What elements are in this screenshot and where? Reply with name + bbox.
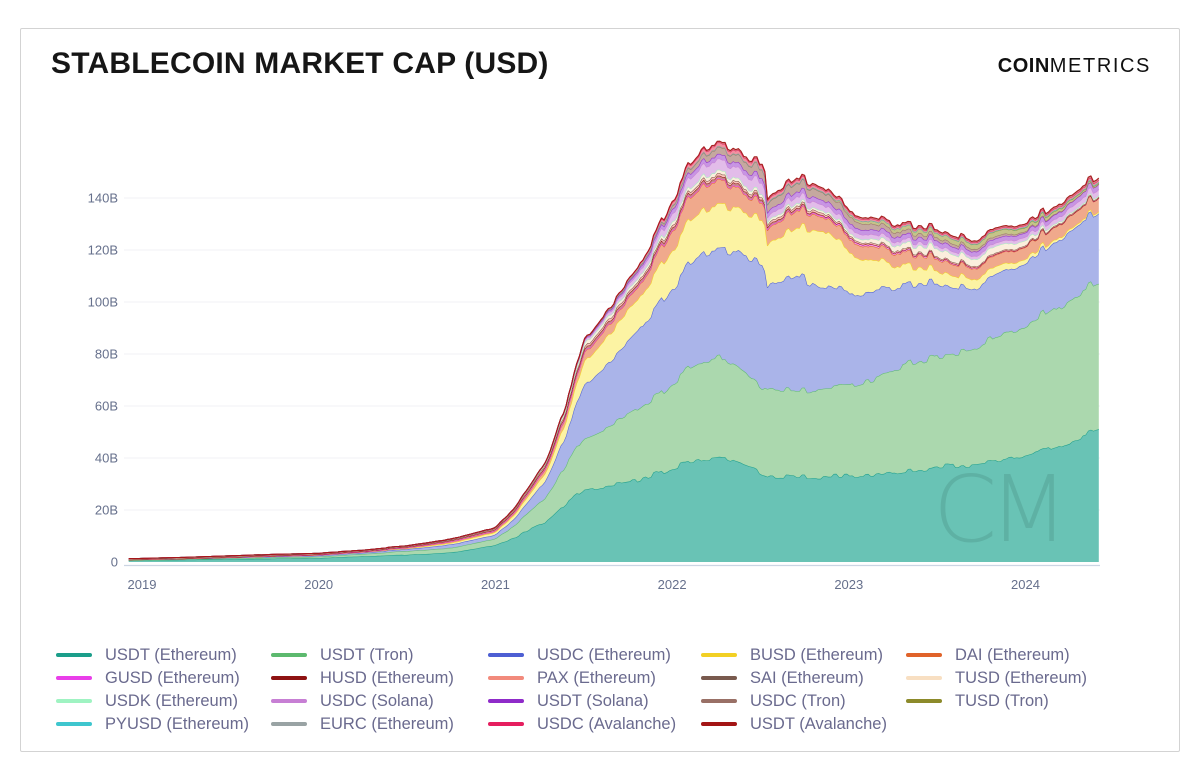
legend-label: DAI (Ethereum) — [955, 645, 1070, 664]
legend-swatch — [56, 699, 92, 703]
y-axis-label: 40B — [95, 451, 118, 466]
legend-swatch — [906, 699, 942, 703]
legend-swatch — [271, 653, 307, 657]
legend-swatch — [56, 722, 92, 726]
legend-item-usdc-solana[interactable]: USDC (Solana) — [271, 690, 488, 712]
area-USDT (Tron) — [128, 281, 1099, 561]
area-USDC (Ethereum) — [128, 211, 1099, 561]
legend-label: TUSD (Ethereum) — [955, 668, 1088, 687]
legend-item-pyusd-ethereum[interactable]: PYUSD (Ethereum) — [56, 713, 271, 735]
y-axis-label: 0 — [111, 555, 118, 570]
legend-swatch — [488, 653, 524, 657]
legend-label: PAX (Ethereum) — [537, 668, 656, 687]
legend-label: USDT (Avalanche) — [750, 714, 887, 733]
x-axis-labels: 2019 2020 2021 2022 2023 2024 — [128, 577, 1040, 592]
legend-label: USDC (Tron) — [750, 691, 846, 710]
legend-label: PYUSD (Ethereum) — [105, 714, 249, 733]
legend-item-dai-ethereum[interactable]: DAI (Ethereum) — [906, 644, 1157, 666]
area-BUSD (Ethereum) — [128, 203, 1099, 560]
legend-swatch — [56, 653, 92, 657]
legend-item-pax-ethereum[interactable]: PAX (Ethereum) — [488, 667, 701, 689]
legend-item-usdc-ethereum[interactable]: USDC (Ethereum) — [488, 644, 701, 666]
y-axis-label: 80B — [95, 347, 118, 362]
line-USDT (Avalanche) — [128, 140, 1100, 560]
legend-label: USDT (Ethereum) — [105, 645, 237, 664]
legend-swatch — [488, 722, 524, 726]
legend-item-husd-ethereum[interactable]: HUSD (Ethereum) — [271, 667, 488, 689]
legend-label: HUSD (Ethereum) — [320, 668, 454, 687]
legend-item-usdc-avalanche[interactable]: USDC (Avalanche) — [488, 713, 701, 735]
page-title: STABLECOIN MARKET CAP (USD) — [51, 47, 549, 80]
legend-label: EURC (Ethereum) — [320, 714, 454, 733]
x-axis-label: 2021 — [481, 577, 510, 592]
legend-item-usdk-ethereum[interactable]: USDK (Ethereum) — [56, 690, 271, 712]
legend-label: USDC (Ethereum) — [537, 645, 671, 664]
legend-label: USDC (Solana) — [320, 691, 434, 710]
legend-label: TUSD (Tron) — [955, 691, 1049, 710]
coinmetrics-logo: COINMETRICS — [998, 55, 1151, 78]
legend-item-eurc-ethereum[interactable]: EURC (Ethereum) — [271, 713, 488, 735]
legend-swatch — [701, 722, 737, 726]
cm-watermark: CM — [933, 456, 1061, 563]
y-axis-label: 140B — [88, 191, 118, 206]
legend-label: SAI (Ethereum) — [750, 668, 864, 687]
legend-swatch — [488, 676, 524, 680]
logo-metrics: METRICS — [1049, 55, 1151, 77]
legend-swatch — [906, 676, 942, 680]
legend-item-busd-ethereum[interactable]: BUSD (Ethereum) — [701, 644, 906, 666]
legend-swatch — [906, 653, 942, 657]
y-axis-label: 120B — [88, 243, 118, 258]
legend-swatch — [271, 676, 307, 680]
legend-item-usdt-solana[interactable]: USDT (Solana) — [488, 690, 701, 712]
legend-label: GUSD (Ethereum) — [105, 668, 240, 687]
legend-swatch — [271, 722, 307, 726]
legend-swatch — [701, 676, 737, 680]
x-axis-label: 2020 — [304, 577, 333, 592]
legend-item-sai-ethereum[interactable]: SAI (Ethereum) — [701, 667, 906, 689]
legend-item-gusd-ethereum[interactable]: GUSD (Ethereum) — [56, 667, 271, 689]
chart-legend: USDT (Ethereum) USDT (Tron) USDC (Ethereum… — [56, 644, 1157, 735]
legend-label: USDT (Tron) — [320, 645, 414, 664]
x-axis-label: 2022 — [658, 577, 687, 592]
legend-swatch — [56, 676, 92, 680]
legend-item-tusd-tron[interactable]: TUSD (Tron) — [906, 690, 1157, 712]
chart-card: STABLECOIN MARKET CAP (USD) COINMETRICS … — [20, 28, 1180, 752]
legend-item-tusd-ethereum[interactable]: TUSD (Ethereum) — [906, 667, 1157, 689]
y-axis-label: 100B — [88, 295, 118, 310]
legend-label: USDC (Avalanche) — [537, 714, 677, 733]
y-axis-label: 60B — [95, 399, 118, 414]
legend-label: USDK (Ethereum) — [105, 691, 238, 710]
legend-label: BUSD (Ethereum) — [750, 645, 883, 664]
x-axis-label: 2023 — [834, 577, 863, 592]
logo-coin: COIN — [997, 55, 1050, 77]
stacked-areas — [128, 140, 1100, 562]
legend-item-usdt-avalanche[interactable]: USDT (Avalanche) — [701, 713, 906, 735]
legend-item-usdc-tron[interactable]: USDC (Tron) — [701, 690, 906, 712]
legend-swatch — [271, 699, 307, 703]
y-axis-label: 20B — [95, 503, 118, 518]
x-axis-label: 2024 — [1011, 577, 1040, 592]
y-axis-labels: 0 20B 40B 60B 80B 100B 120B 140B — [88, 191, 118, 570]
legend-label: USDT (Solana) — [537, 691, 649, 710]
area-USDT (Ethereum) — [128, 429, 1099, 562]
x-axis-label: 2019 — [128, 577, 157, 592]
legend-swatch — [488, 699, 524, 703]
legend-item-usdt-tron[interactable]: USDT (Tron) — [271, 644, 488, 666]
legend-item-usdt-ethereum[interactable]: USDT (Ethereum) — [56, 644, 271, 666]
legend-swatch — [701, 699, 737, 703]
legend-swatch — [701, 653, 737, 657]
